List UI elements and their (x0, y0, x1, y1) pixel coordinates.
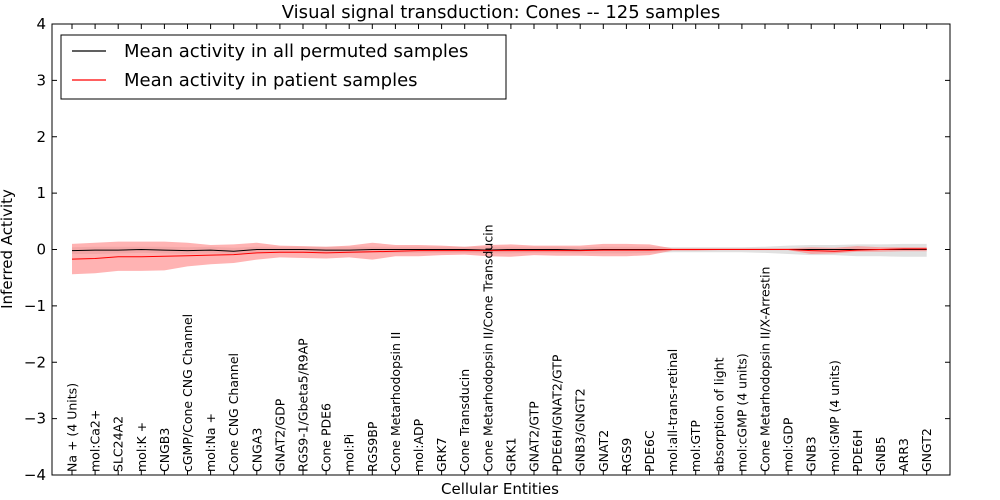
line-patient (71, 248, 927, 260)
y-axis-ticks: −4 −3 −2 −1 0 1 2 3 4 (24, 15, 950, 484)
x-tick-label: Cone Metarhodopsin II/Cone Transducin (480, 224, 495, 472)
x-tick-label: mol:Na + (203, 413, 218, 472)
x-tick-label: GNAT2/GDP (272, 398, 287, 472)
x-tick-label: cGMP/Cone CNG Channel (180, 314, 195, 472)
x-tick-label: GNB3/GNGT2 (573, 388, 588, 472)
x-axis-tick-labels: Na + (4 Units) mol:Ca2+ SLC24A2 mol:K + CNGB… (65, 224, 935, 472)
x-tick-label: Cone Metarhodopsin II (388, 332, 403, 472)
x-tick-label: RGS9 (619, 438, 634, 472)
y-tick-label: 0 (36, 241, 46, 259)
x-tick-label: Na + (4 Units) (65, 383, 80, 472)
chart-title: Visual signal transduction: Cones -- 125… (282, 2, 720, 23)
x-tick-label: PDE6H (850, 430, 865, 472)
x-tick-label: CNGB3 (157, 428, 172, 472)
y-tick-label: 2 (36, 128, 46, 146)
x-tick-label: SLC24A2 (111, 416, 126, 472)
x-tick-label: PDE6H/GNAT2/GTP (550, 354, 565, 472)
y-axis-title: Inferred Activity (0, 189, 16, 309)
x-tick-label: GNGT2 (919, 428, 934, 472)
confidence-bands (72, 241, 927, 275)
x-tick-label: mol:cGMP (4 units) (734, 353, 749, 472)
x-tick-label: Cone CNG Channel (226, 353, 241, 472)
x-tick-label: Cone PDE6 (319, 403, 334, 472)
x-tick-label: Cone Metarhodopsin II/X-Arrestin (758, 267, 773, 472)
x-tick-label: GRK7 (434, 437, 449, 472)
x-axis-ticks (71, 24, 928, 475)
y-tick-label: −4 (24, 466, 46, 484)
x-tick-label: mol:Pi (342, 434, 357, 472)
x-tick-label: RGS9BP (365, 421, 380, 472)
y-tick-label: 4 (36, 15, 46, 33)
y-tick-label: −1 (24, 297, 46, 315)
legend-box (60, 34, 507, 100)
x-tick-label: mol:ADP (411, 418, 426, 472)
y-tick-label: 3 (36, 71, 46, 89)
x-tick-label: GNB3 (804, 436, 819, 472)
series-lines (71, 248, 927, 260)
x-tick-label: GNAT2/GTP (527, 401, 542, 472)
y-tick-label: −3 (24, 410, 46, 428)
x-tick-label: absorption of light (711, 357, 726, 472)
y-tick-label: 1 (36, 184, 46, 202)
x-tick-label: mol:Ca2+ (88, 410, 103, 472)
legend-label-patient: Mean activity in patient samples (124, 70, 418, 91)
x-tick-label: mol:all-trans-retinal (665, 349, 680, 472)
x-tick-label: mol:GTP (688, 420, 703, 472)
x-tick-label: CNGA3 (249, 428, 264, 472)
x-tick-label: mol:GMP (4 units) (827, 360, 842, 472)
legend: Mean activity in all permuted samples Me… (60, 34, 507, 100)
legend-label-permuted: Mean activity in all permuted samples (124, 41, 468, 62)
x-tick-label: PDE6C (642, 430, 657, 472)
y-tick-label: −2 (24, 353, 46, 371)
x-tick-label: Cone Transducin (457, 369, 472, 472)
x-tick-label: GNAT2 (596, 430, 611, 472)
x-tick-label: mol:GDP (781, 417, 796, 472)
x-tick-label: mol:K + (134, 422, 149, 472)
x-axis-title: Cellular Entities (441, 480, 559, 498)
x-tick-label: ARR3 (896, 438, 911, 472)
x-tick-label: GNB5 (873, 436, 888, 472)
x-tick-label: RGS9-1/Gbeta5/R9AP (296, 338, 311, 472)
x-tick-label: GRK1 (503, 437, 518, 472)
